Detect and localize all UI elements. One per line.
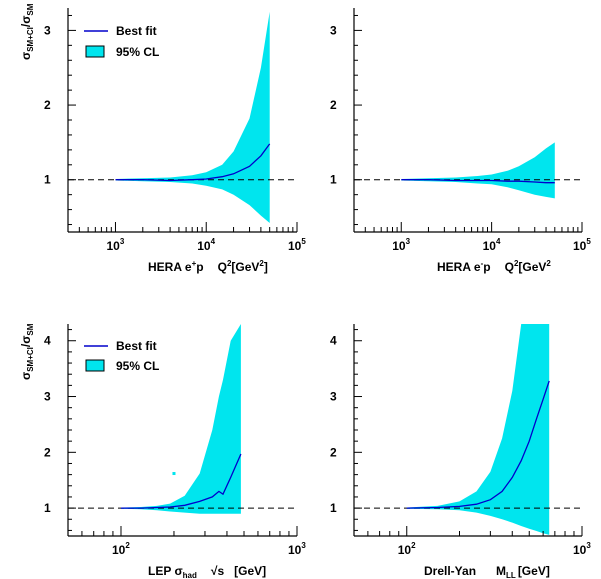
best-fit-line (121, 453, 242, 509)
x-tick-label: 104 (483, 237, 501, 253)
plot-area (68, 324, 297, 514)
confidence-band (121, 324, 241, 514)
x-tick-label: 103 (573, 541, 591, 557)
y-tick-label: 3 (44, 390, 51, 404)
xlabel-panel-3: LEP σhad √s [GeV] (148, 564, 266, 579)
y-tick-label: 4 (44, 334, 51, 348)
y-tick-label: 1 (330, 173, 337, 187)
best-fit-line (406, 380, 550, 509)
confidence-band (406, 324, 550, 535)
x-tick-label: 104 (197, 237, 215, 253)
y-tick-label: 2 (44, 98, 51, 112)
xlabel-panel-1: HERA e+p Q2[GeV2] (148, 259, 268, 274)
panel-lep-had: σSM+CI/σSM LEP σhad √s [GeV] Best fit 95% … (19, 323, 306, 579)
panel-hera-eminus: HERA e-p Q2[GeV2 1 2 3 103 104 105 (330, 8, 591, 274)
best-fit-line (115, 143, 271, 182)
ylabel-panel-1: σSM+CI/σSM (19, 3, 35, 60)
xlabel-panel-4: Drell-Yan MLL [GeV] (424, 564, 550, 579)
y-tick-label: 2 (44, 445, 51, 459)
y-tick-label: 3 (330, 390, 337, 404)
legend-fit-label: Best fit (116, 339, 157, 353)
x-tick-label: 103 (392, 237, 410, 253)
x-tick-label: 102 (398, 541, 416, 557)
y-tick-label: 3 (330, 23, 337, 37)
x-tick-label: 102 (112, 541, 130, 557)
plot-area (354, 324, 582, 535)
legend-panel-3: Best fit 95% CL (84, 339, 159, 373)
x-tick-label: 105 (573, 237, 591, 253)
ylabel-panel-3: σSM+CI/σSM (19, 323, 35, 380)
y-tick-label: 1 (44, 173, 51, 187)
y-tick-label: 3 (44, 23, 51, 37)
legend-fit-label: Best fit (116, 24, 157, 38)
legend-band-swatch (85, 359, 105, 372)
legend-band-swatch (85, 45, 105, 58)
y-tick-label: 4 (330, 334, 337, 348)
confidence-band (401, 142, 555, 199)
y-tick-label: 2 (330, 98, 337, 112)
best-fit-line (401, 179, 555, 184)
y-tick-label: 1 (44, 501, 51, 515)
xlabel-panel-2: HERA e-p Q2[GeV2 (437, 259, 551, 274)
plot-area (68, 11, 297, 224)
y-tick-label: 1 (330, 501, 337, 515)
plot-area (354, 142, 582, 199)
legend-band-label: 95% CL (116, 359, 159, 373)
y-tick-label: 2 (330, 445, 337, 459)
legend-panel-1: Best fit 95% CL (84, 24, 159, 59)
outlier-point (172, 472, 176, 476)
x-tick-label: 103 (106, 237, 124, 253)
x-tick-label: 103 (288, 541, 306, 557)
panel-hera-eplus: σSM+CI/σSM HERA e+p Q2[GeV2] Best fit 95%… (19, 3, 306, 274)
confidence-band (115, 11, 270, 224)
panel-drell-yan: Drell-Yan MLL [GeV] 1 2 3 4 102 103 (330, 324, 591, 579)
x-tick-label: 105 (288, 237, 306, 253)
legend-band-label: 95% CL (116, 45, 159, 59)
